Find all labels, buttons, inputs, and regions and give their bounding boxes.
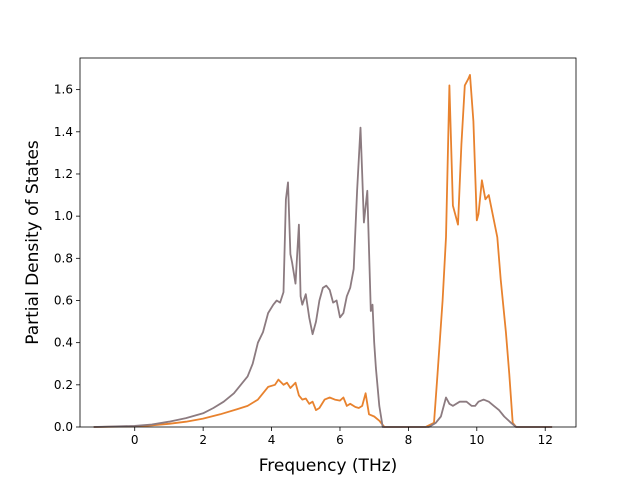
series-line-1 [93, 74, 553, 428]
y-tick-label: 1.2 [54, 167, 73, 181]
y-tick-label: 0.4 [54, 336, 73, 350]
series-layer [93, 74, 553, 428]
tick-layer: 0 2 4 6 8 10 12 0.0 0.2 0.4 0.6 0.8 1.0 1.2 1.4 1.6 [54, 83, 553, 447]
x-tick-label: 8 [405, 433, 413, 447]
plot-area-frame [79, 57, 577, 428]
x-tick-label: 10 [469, 433, 484, 447]
y-tick-label: 1.6 [54, 83, 73, 97]
x-axis-label: Frequency (THz) [259, 456, 398, 476]
y-tick-label: 0.2 [54, 378, 73, 392]
y-tick-label: 0.6 [54, 293, 73, 307]
x-tick-label: 6 [336, 433, 344, 447]
y-tick-label: 1.0 [54, 209, 73, 223]
x-tick-label: 4 [268, 433, 276, 447]
series-line-2 [93, 126, 553, 428]
x-tick-label: 12 [538, 433, 553, 447]
y-tick-label: 0.0 [54, 420, 73, 434]
y-axis-label: Partial Density of States [23, 140, 43, 345]
x-tick-label: 0 [131, 433, 139, 447]
y-tick-label: 1.4 [54, 125, 73, 139]
x-tick-label: 2 [199, 433, 207, 447]
y-tick-label: 0.8 [54, 251, 73, 265]
